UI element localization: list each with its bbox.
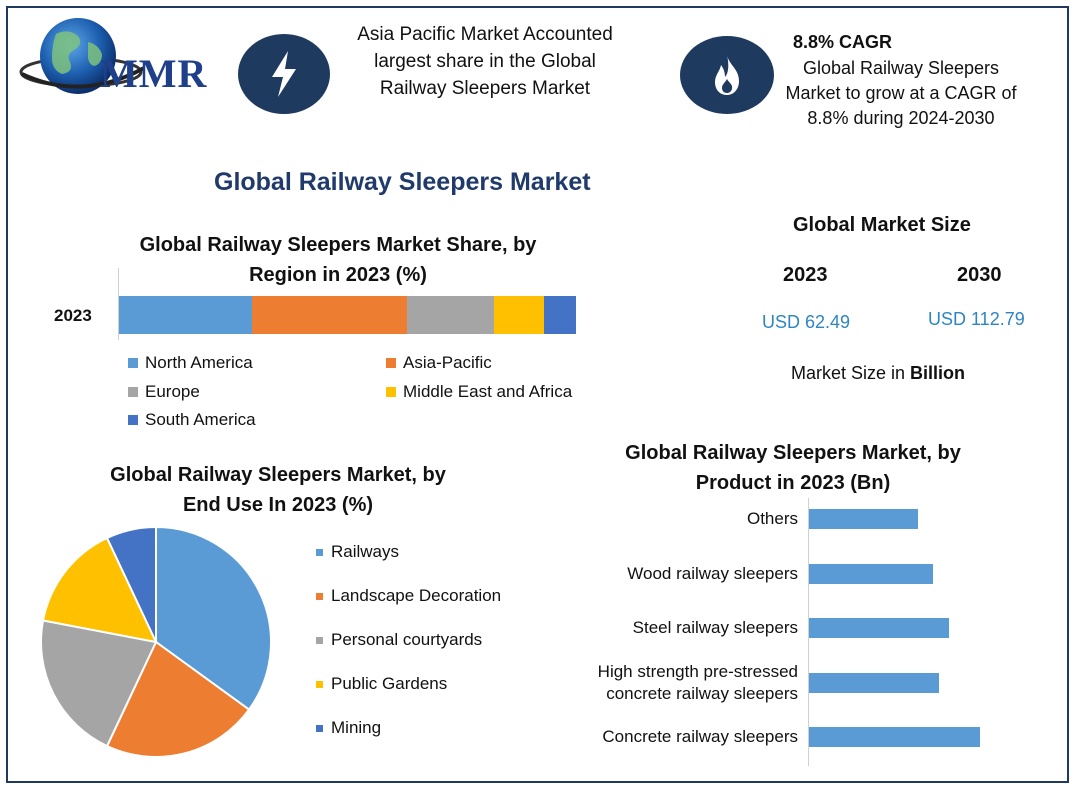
region-legend-item-south-america: South America — [128, 410, 256, 430]
region-legend-item-europe: Europe — [128, 382, 200, 402]
legend-label: Mining — [331, 718, 382, 737]
pie-chart-title: Global Railway Sleepers Market, by End U… — [48, 460, 508, 520]
market-size-title: Global Market Size — [793, 214, 971, 236]
product-label-line: Concrete railway sleepers — [602, 727, 798, 746]
market-value-2023: USD 62.49 — [762, 312, 851, 332]
region-legend-item-north-america: North America — [128, 353, 253, 373]
legend-swatch — [386, 387, 396, 397]
legend-swatch — [316, 680, 323, 688]
legend-label: Railways — [331, 542, 400, 561]
legend-label: Asia-Pacific — [403, 353, 492, 372]
pie-legend-item-mining: Mining — [316, 718, 381, 738]
pie-slice-personal-courtyards — [40, 619, 158, 748]
pie-chart-title-line2: End Use In 2023 (%) — [182, 494, 374, 516]
legend-swatch — [316, 548, 323, 556]
region-legend-item-asia-pacific: Asia-Pacific — [386, 353, 492, 373]
product-label-others: Others — [747, 508, 798, 530]
flame-icon — [715, 55, 739, 95]
pie-legend-item-railways: Railways — [316, 542, 399, 562]
product-axis-line — [808, 498, 809, 766]
legend-swatch — [316, 724, 323, 732]
legend-label: South America — [145, 410, 256, 429]
legend-swatch — [128, 415, 138, 425]
legend-swatch — [316, 592, 323, 600]
region-bar-segment-europe — [406, 296, 494, 334]
logo-text: MMR — [100, 51, 208, 96]
end-use-pie-chart — [40, 525, 272, 758]
lightning-icon — [272, 51, 296, 97]
legend-swatch — [386, 358, 396, 368]
info-text-1: Asia Pacific Market Accounted largest sh… — [357, 24, 613, 99]
region-bar-segment-asia-pacific — [251, 296, 407, 334]
product-label-line: Wood railway sleepers — [627, 564, 798, 583]
legend-label: North America — [145, 353, 253, 372]
cagr-text: Global Railway Sleepers Market to grow a… — [785, 58, 1017, 128]
product-chart-title-line1: Global Railway Sleepers Market, by — [625, 442, 961, 464]
region-axis-line — [118, 268, 119, 340]
legend-swatch — [128, 358, 138, 368]
product-label-line: Others — [746, 509, 798, 528]
region-bar-segment-south-america — [544, 296, 576, 334]
product-bar-others — [809, 509, 918, 529]
main-title: Global Railway Sleepers Market — [214, 168, 591, 196]
market-size-note: Market Size in Billion — [791, 363, 965, 384]
product-label-wood-railway-sleepers: Wood railway sleepers — [627, 563, 798, 585]
region-category-label: 2023 — [54, 306, 92, 325]
region-legend-item-middle-east-and-africa: Middle East and Africa — [386, 382, 572, 402]
product-label-concrete-railway-sleepers: Concrete railway sleepers — [602, 726, 798, 748]
legend-swatch — [128, 387, 138, 397]
product-bar-concrete-railway-sleepers — [809, 727, 980, 747]
market-size-note-unit: Billion — [910, 363, 966, 383]
product-label-line: High strength pre-stressed — [597, 662, 798, 681]
legend-label: Landscape Decoration — [331, 586, 502, 605]
product-bar-steel-railway-sleepers — [809, 618, 949, 638]
market-value-2030: USD 112.79 — [928, 309, 1025, 329]
product-chart-title-line2: Product in 2023 (Bn) — [695, 472, 891, 494]
legend-label: Personal courtyards — [331, 630, 483, 649]
region-bar-segment-middle-east-and-africa — [493, 296, 544, 334]
region-chart-title-line2: Region in 2023 (%) — [249, 264, 427, 286]
pie-legend-item-landscape-decoration: Landscape Decoration — [316, 586, 501, 606]
market-size-note-prefix: Market Size in — [791, 363, 911, 383]
cagr-title: 8.8% CAGR — [793, 32, 893, 52]
pie-legend-item-public-gardens: Public Gardens — [316, 674, 447, 694]
infographic: MMR Asia Pacific Market Accounted larges… — [6, 6, 1069, 783]
globe-logo-icon — [19, 18, 145, 94]
market-year-2023: 2023 — [783, 264, 828, 286]
product-bar-high-strength-pre-stressed-concrete-railway-sleepers — [809, 673, 939, 693]
region-chart-title-line1: Global Railway Sleepers Market Share, by — [139, 234, 537, 256]
legend-swatch — [316, 636, 323, 644]
legend-label: Europe — [145, 382, 200, 401]
pie-chart-title-line1: Global Railway Sleepers Market, by — [110, 464, 446, 486]
product-label-line: concrete railway sleepers — [606, 684, 798, 703]
region-chart-title: Global Railway Sleepers Market Share, by… — [88, 230, 588, 290]
pie-legend-item-personal-courtyards: Personal courtyards — [316, 630, 482, 650]
legend-label: Middle East and Africa — [403, 382, 573, 401]
legend-label: Public Gardens — [331, 674, 448, 693]
product-label-steel-railway-sleepers: Steel railway sleepers — [633, 617, 798, 639]
product-chart-title: Global Railway Sleepers Market, by Produ… — [593, 438, 993, 498]
pie-slice-mining — [105, 525, 157, 643]
info-badge-2 — [680, 36, 774, 114]
info-badge-1 — [238, 34, 330, 114]
market-year-2030: 2030 — [957, 264, 1002, 286]
region-bar-segment-north-america — [119, 296, 252, 334]
pie-slice-railways — [155, 525, 272, 711]
product-label-line: Steel railway sleepers — [632, 618, 798, 637]
product-label-high-strength-pre-stressed-concrete-railway-sleepers: High strength pre-stressed concrete railw… — [598, 661, 798, 705]
pie-slice-public-gardens — [41, 536, 158, 644]
product-bar-wood-railway-sleepers — [809, 564, 934, 584]
